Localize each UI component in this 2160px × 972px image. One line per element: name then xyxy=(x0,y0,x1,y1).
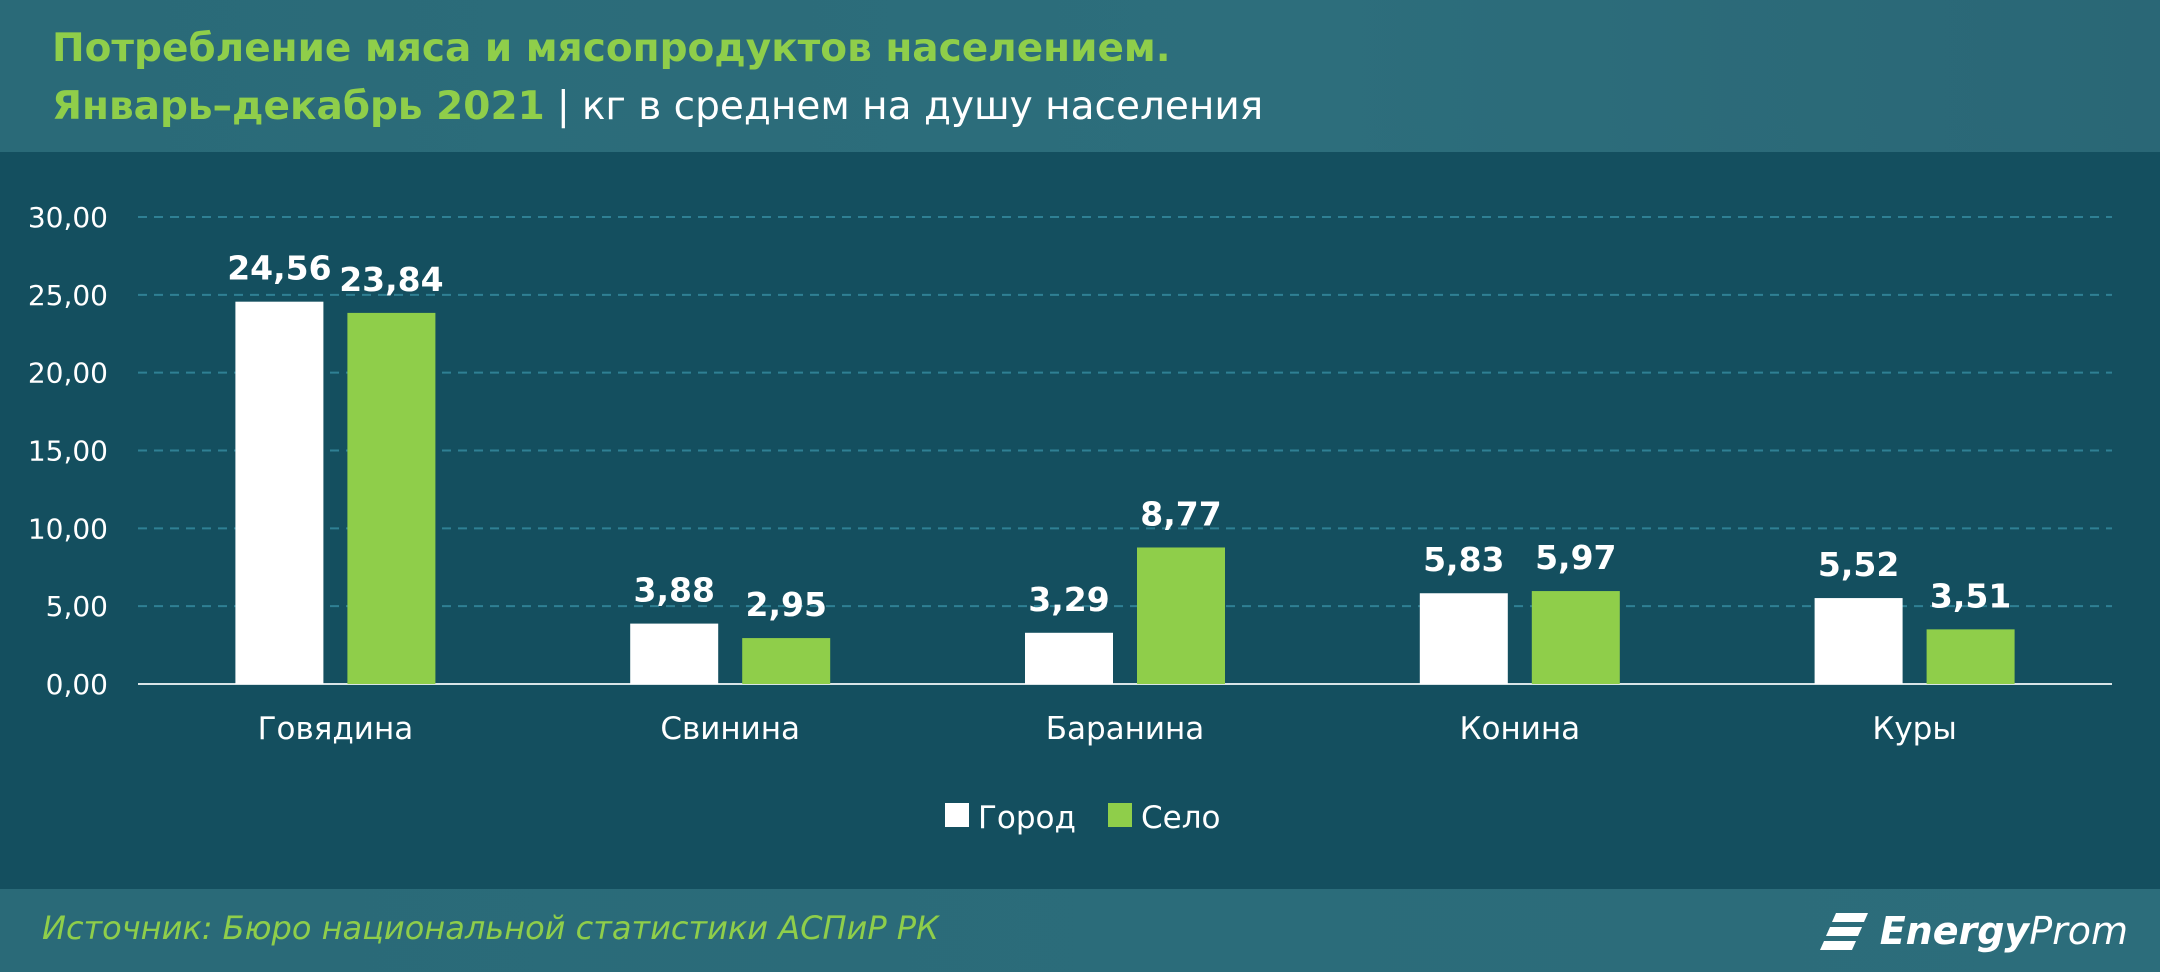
data-label: 5,83 xyxy=(1423,540,1504,579)
x-category-label: Свинина xyxy=(660,711,800,747)
logo-text-bold: Energy xyxy=(1879,909,2030,953)
bar-city xyxy=(1814,598,1903,684)
logo-text-light: Prom xyxy=(2029,909,2128,953)
data-label: 8,77 xyxy=(1140,494,1221,533)
legend-swatch-village xyxy=(1108,803,1132,827)
y-tick-label: 0,00 xyxy=(46,668,108,701)
chart-header: Потребление мяса и мясопродуктов населен… xyxy=(0,0,2160,152)
y-tick-label: 10,00 xyxy=(28,512,108,545)
data-label: 2,95 xyxy=(745,585,826,624)
bar-chart: 0,00 5,00 10,00 15,00 20,00 25,00 30,00 24,56 23… xyxy=(28,201,2112,836)
legend-label: Город xyxy=(978,800,1076,836)
bar-village xyxy=(1926,629,2015,684)
chart-title: Потребление мяса и мясопродуктов населен… xyxy=(52,26,1171,71)
chart-unit: кг в среднем на душу населения xyxy=(581,84,1264,129)
data-label: 3,88 xyxy=(633,571,714,610)
bar-village xyxy=(1531,591,1620,684)
y-tick-label: 5,00 xyxy=(46,590,108,623)
y-tick-label: 25,00 xyxy=(28,279,108,312)
bar-city xyxy=(235,301,324,684)
bar-village xyxy=(347,312,436,684)
bar-village xyxy=(742,638,831,684)
chart-period: Январь–декабрь 2021 xyxy=(52,84,545,129)
x-category-label: Баранина xyxy=(1046,711,1205,747)
data-label: 3,29 xyxy=(1028,580,1109,619)
chart-footer: Источник: Бюро национальной статистики А… xyxy=(0,889,2160,972)
chart-area: 0,00 5,00 10,00 15,00 20,00 25,00 30,00 24,56 23… xyxy=(0,152,2160,889)
data-label: 23,84 xyxy=(339,260,443,299)
bar-city xyxy=(1419,593,1508,684)
legend-swatch-city xyxy=(945,803,969,827)
data-label: 5,97 xyxy=(1535,538,1616,577)
data-label: 3,51 xyxy=(1930,576,2011,615)
bar-city xyxy=(1025,632,1113,684)
legend-label: Село xyxy=(1141,800,1221,836)
x-category-label: Куры xyxy=(1872,711,1957,747)
y-tick-label: 30,00 xyxy=(28,201,108,234)
x-category-label: Говядина xyxy=(258,711,414,747)
x-category-label: Конина xyxy=(1459,711,1580,747)
source-note: Источник: Бюро национальной статистики А… xyxy=(42,909,939,947)
bar-city xyxy=(630,623,719,684)
title-separator: | xyxy=(556,84,570,129)
y-tick-label: 20,00 xyxy=(28,357,108,390)
chart-subtitle: Январь–декабрь 2021 | кг в среднем на душу… xyxy=(52,84,1263,129)
y-tick-label: 15,00 xyxy=(28,435,108,468)
logo-text: EnergyProm xyxy=(1880,909,2128,953)
data-label: 5,52 xyxy=(1818,545,1899,584)
bar-village xyxy=(1137,547,1225,684)
data-label: 24,56 xyxy=(227,249,331,288)
energyprom-logo: EnergyProm xyxy=(1818,903,2128,959)
logo-mark-icon xyxy=(1819,913,1868,950)
